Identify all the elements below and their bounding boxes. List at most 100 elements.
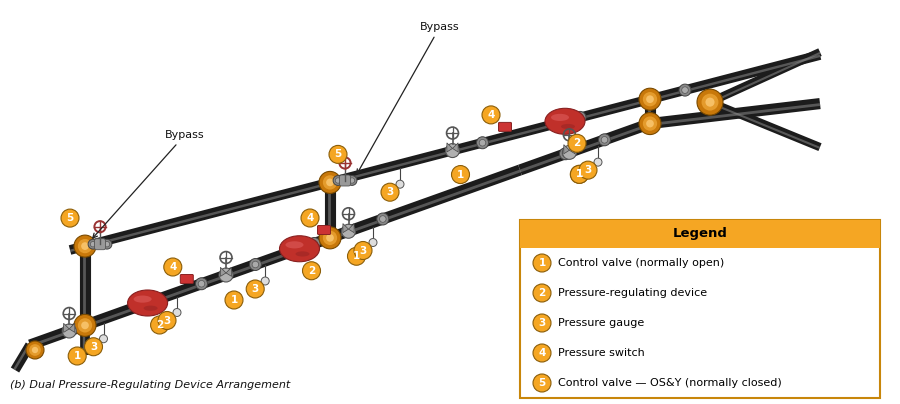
Circle shape [533,284,551,302]
Ellipse shape [144,305,158,311]
Circle shape [396,180,404,188]
Text: 3: 3 [584,165,591,175]
Circle shape [646,120,653,127]
Circle shape [68,347,86,365]
Text: 5: 5 [335,149,342,160]
Polygon shape [570,145,575,154]
Circle shape [85,338,103,356]
Text: 5: 5 [538,378,545,388]
Circle shape [252,261,258,268]
Circle shape [380,216,386,222]
Text: 4: 4 [487,110,495,120]
Circle shape [247,280,265,298]
Circle shape [198,280,205,287]
Circle shape [104,242,110,247]
Polygon shape [64,323,69,332]
Circle shape [329,145,347,163]
Circle shape [77,318,92,332]
Polygon shape [220,267,226,276]
Ellipse shape [133,295,151,303]
Circle shape [61,209,79,227]
Circle shape [646,95,653,103]
Circle shape [310,240,318,247]
Circle shape [568,134,586,152]
Circle shape [88,239,98,249]
Circle shape [249,259,261,271]
Circle shape [225,291,243,309]
Text: Pressure-regulating device: Pressure-regulating device [558,288,707,298]
Text: 4: 4 [538,348,545,358]
Circle shape [81,322,89,329]
Polygon shape [563,145,570,154]
Circle shape [81,242,89,250]
FancyBboxPatch shape [94,239,105,250]
Text: 4: 4 [306,213,314,223]
Circle shape [533,344,551,362]
Circle shape [706,98,715,107]
Circle shape [349,178,355,183]
Text: 3: 3 [90,342,97,352]
Bar [520,220,880,248]
Circle shape [74,235,96,257]
Text: 1: 1 [576,169,583,179]
Circle shape [347,176,357,185]
Circle shape [100,335,107,343]
Circle shape [74,314,96,337]
Polygon shape [348,223,354,233]
Circle shape [308,238,320,250]
Circle shape [681,87,688,93]
Text: 1: 1 [230,295,238,305]
Circle shape [533,314,551,332]
Polygon shape [69,323,75,332]
FancyBboxPatch shape [499,122,511,131]
Circle shape [77,239,92,253]
Ellipse shape [561,124,575,129]
Circle shape [377,213,389,225]
Circle shape [571,165,589,183]
Text: 3: 3 [252,284,259,294]
Circle shape [562,150,569,157]
Circle shape [327,176,338,188]
Circle shape [195,278,208,290]
Text: 3: 3 [538,318,545,328]
Circle shape [533,254,551,272]
Circle shape [102,239,112,249]
Text: (b) Dual Pressure-Regulating Device Arrangement: (b) Dual Pressure-Regulating Device Arra… [10,380,290,390]
Circle shape [347,247,365,265]
Text: 1: 1 [353,251,360,261]
Ellipse shape [285,241,303,248]
Text: 2: 2 [308,266,315,276]
Circle shape [562,145,576,159]
Circle shape [323,231,338,245]
Circle shape [381,183,399,201]
Circle shape [62,324,77,338]
Circle shape [369,238,377,246]
Circle shape [333,176,343,185]
Circle shape [598,134,610,146]
Text: 2: 2 [538,288,545,298]
FancyBboxPatch shape [180,274,194,284]
Text: 2: 2 [573,138,580,148]
Circle shape [574,112,586,123]
Circle shape [302,262,320,280]
Circle shape [446,143,460,158]
Circle shape [354,242,372,259]
Circle shape [319,227,341,249]
Circle shape [173,309,181,316]
Ellipse shape [280,236,319,262]
Text: 1: 1 [576,169,583,179]
Circle shape [679,84,691,96]
Circle shape [560,148,572,160]
Text: Pressure gauge: Pressure gauge [558,318,644,328]
Text: 3: 3 [164,316,171,326]
Circle shape [29,344,40,356]
Circle shape [697,89,723,115]
Ellipse shape [128,290,167,316]
Circle shape [326,179,334,186]
Polygon shape [226,267,231,276]
Bar [520,220,880,398]
Text: 1: 1 [74,351,81,361]
Text: 4: 4 [169,262,176,272]
Text: Pressure switch: Pressure switch [558,348,644,358]
Text: Control valve (normally open): Control valve (normally open) [558,258,724,268]
